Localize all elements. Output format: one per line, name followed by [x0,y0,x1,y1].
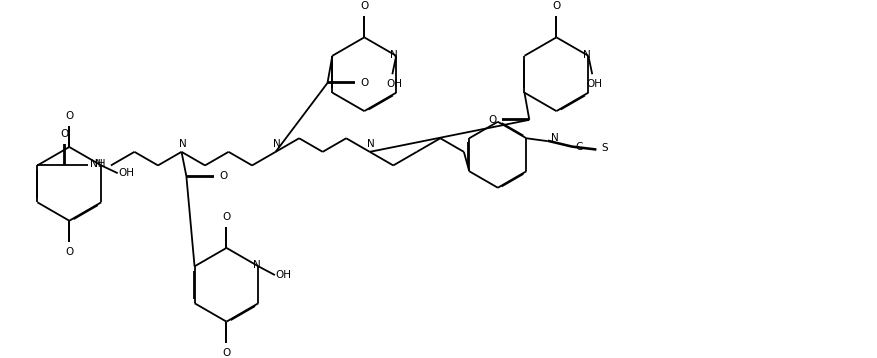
Text: O: O [488,115,496,125]
Text: N: N [273,139,280,149]
Text: N: N [390,50,397,60]
Text: O: O [552,1,560,11]
Text: N: N [96,159,103,169]
Text: O: O [219,171,227,181]
Text: O: O [222,212,231,222]
Text: O: O [222,348,231,358]
Text: O: O [65,247,74,257]
Text: O: O [360,78,368,88]
Text: N: N [581,50,589,60]
Text: OH: OH [275,270,291,280]
Text: OH: OH [118,168,134,178]
Text: N: N [367,139,374,149]
Text: N: N [550,133,558,143]
Text: O: O [65,111,74,121]
Text: O: O [360,1,368,11]
Text: NH: NH [89,159,105,169]
Text: C: C [574,142,581,152]
Text: O: O [61,129,68,139]
Text: S: S [601,143,608,153]
Text: N: N [253,260,260,270]
Text: N: N [178,139,186,149]
Text: OH: OH [386,79,402,89]
Text: OH: OH [586,79,602,89]
